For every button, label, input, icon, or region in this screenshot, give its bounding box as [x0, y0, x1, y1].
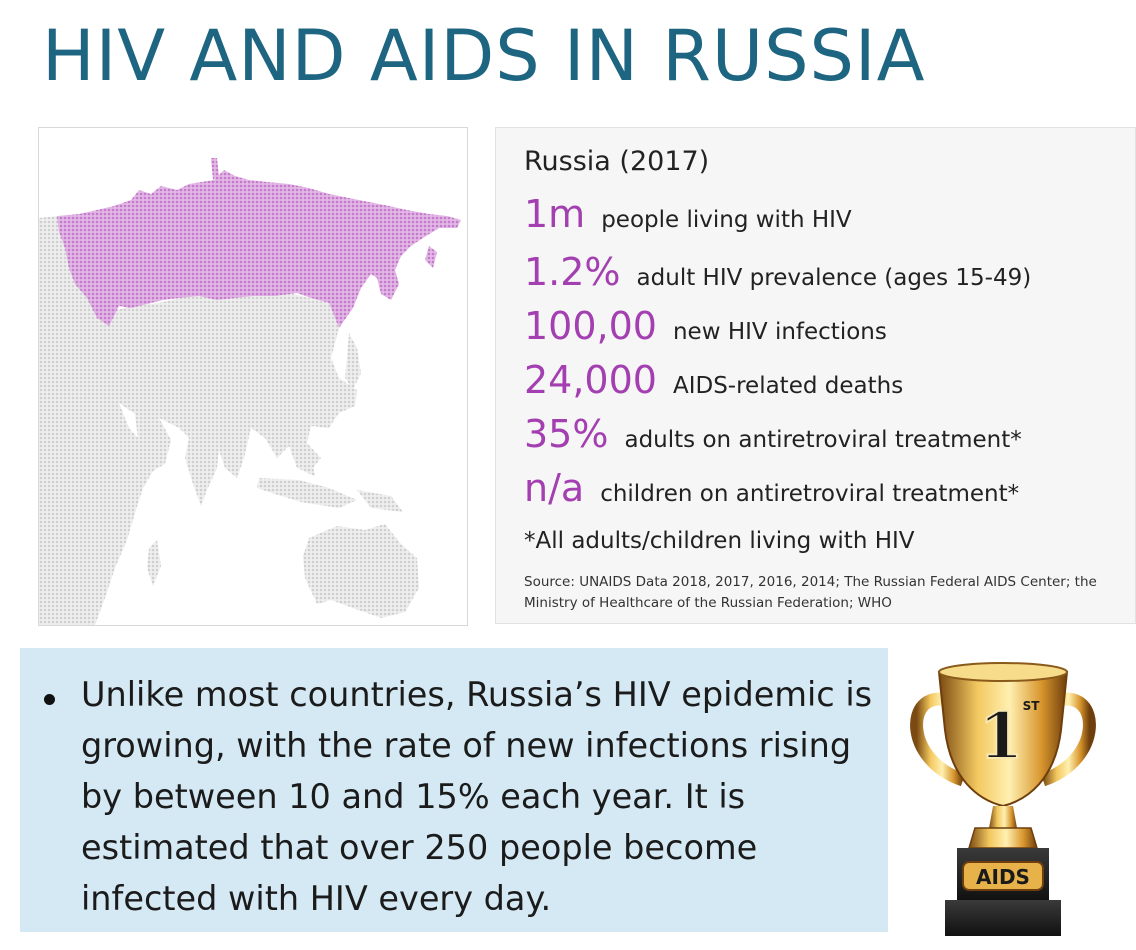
stat-row-people-living: 1m people living with HIV [524, 192, 852, 236]
stat-label: AIDS-related deaths [672, 373, 904, 399]
australia-landmass [303, 524, 419, 618]
stat-value: 35% [524, 412, 609, 456]
stat-label: new HIV infections [672, 319, 887, 345]
philippines-landmass [301, 450, 315, 476]
trophy-plaque-label: AIDS [976, 865, 1030, 889]
sakhalin-island [381, 240, 389, 266]
stat-row-children-treatment: n/a children on antiretroviral treatment… [524, 466, 1019, 510]
stat-value: n/a [524, 466, 585, 510]
world-map [39, 158, 461, 625]
novaya-zemlya [211, 158, 219, 180]
trophy-plaque [962, 861, 1044, 891]
trophy-icon: AIDS 1 ST [910, 662, 1096, 936]
stat-value: 100,00 [524, 304, 657, 348]
page-title: HIV AND AIDS IN RUSSIA [42, 15, 926, 97]
stat-value: 1m [524, 192, 586, 236]
new-guinea-landmass [357, 490, 403, 512]
stat-label: adult HIV prevalence (ages 15-49) [636, 265, 1032, 291]
madagascar-landmass [147, 540, 161, 586]
stats-footnote: *All adults/children living with HIV [524, 528, 915, 554]
bullet-text-box: Unlike most countries, Russia’s HIV epid… [20, 648, 888, 932]
stat-row-deaths: 24,000 AIDS-related deaths [524, 358, 903, 402]
world-map-panel [38, 127, 468, 626]
trophy-rank: 1 [979, 699, 1024, 774]
russia-stats-panel: Russia (2017) 1m people living with HIV … [495, 127, 1136, 624]
africa-landmass [39, 390, 155, 625]
trophy-rank-suffix: ST [1023, 699, 1041, 713]
japan-landmass [345, 333, 361, 390]
bullet-paragraph: Unlike most countries, Russia’s HIV epid… [81, 675, 873, 918]
stat-row-prevalence: 1.2% adult HIV prevalence (ages 15-49) [524, 250, 1031, 294]
russia-highlight [57, 170, 461, 328]
india-landmass [185, 426, 219, 506]
eurasia-landmass [39, 216, 357, 478]
stat-value: 1.2% [524, 250, 621, 294]
stat-value: 24,000 [524, 358, 657, 402]
indonesia-landmass [257, 478, 357, 508]
stat-label: children on antiretroviral treatment* [600, 481, 1020, 507]
bullet-icon [44, 694, 55, 705]
stat-row-new-infections: 100,00 new HIV infections [524, 304, 887, 348]
stat-label: people living with HIV [601, 207, 852, 233]
stats-source: Source: UNAIDS Data 2018, 2017, 2016, 20… [524, 574, 1097, 611]
stat-row-adults-treatment: 35% adults on antiretroviral treatment* [524, 412, 1022, 456]
stat-label: adults on antiretroviral treatment* [624, 427, 1022, 453]
kamchatka-peninsula [425, 246, 437, 268]
stats-heading: Russia (2017) [524, 146, 710, 177]
arabia-landmass [135, 414, 171, 472]
